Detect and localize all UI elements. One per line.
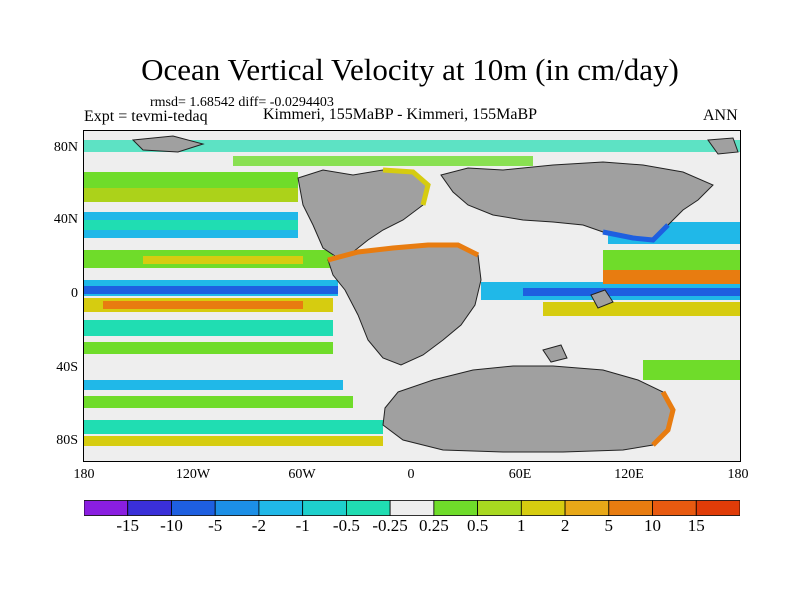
colorbar-box <box>608 500 653 516</box>
x-tick-120w: 120W <box>175 467 211 482</box>
colorbar-label: -1 <box>295 516 310 535</box>
band-south2-cyan <box>83 380 343 390</box>
case-label: Kimmeri, 155MaBP - Kimmeri, 155MaBP <box>263 106 538 123</box>
colorbar-box <box>433 500 478 516</box>
colorbar-label: 10 <box>644 516 661 535</box>
band-arctic-green <box>233 156 533 166</box>
colorbar-box <box>520 500 566 516</box>
colorbar-label: 1 <box>517 516 526 535</box>
colorbar-label: 15 <box>687 516 705 535</box>
rim-antarctica-east <box>651 390 676 447</box>
colorbar-box <box>302 500 347 516</box>
map-frame <box>83 130 741 462</box>
colorbar-label: -0.5 <box>332 516 360 535</box>
rim-eurasia-south <box>602 223 670 243</box>
island-east-1 <box>590 289 614 309</box>
coastal-rims <box>327 167 676 447</box>
colorbar-label: -2 <box>251 516 266 535</box>
colorbar-box <box>695 500 740 516</box>
band-eq-east-blue <box>523 288 741 296</box>
band-south-green <box>83 342 333 354</box>
colorbar-box <box>171 500 216 516</box>
land-masses <box>131 135 739 453</box>
band-north-yellow <box>83 188 298 202</box>
island-east-2 <box>542 344 568 363</box>
colorbar-box <box>214 500 260 516</box>
x-tick-60e: 60E <box>508 467 532 482</box>
band-south-teal <box>83 320 333 336</box>
y-tick-40s: 40S <box>56 360 78 375</box>
x-tick-60w: 60W <box>288 467 316 482</box>
colorbar-box <box>127 500 172 516</box>
band-se-green <box>643 360 741 380</box>
north-america-land <box>297 169 429 259</box>
band-eq-south-orange <box>103 301 303 309</box>
colorbar-box <box>389 500 435 516</box>
band-eq-ne-orange <box>603 270 741 284</box>
colorbar-label: -15 <box>116 516 140 535</box>
band-south3-yellow <box>83 436 383 446</box>
colorbar-label: 0.5 <box>466 516 489 535</box>
colorbar-label: 0.25 <box>419 516 449 535</box>
season-label: ANN <box>703 107 738 124</box>
band-south3-teal <box>83 420 383 434</box>
x-tick-180w: 180 <box>73 467 95 482</box>
colorbar-box <box>477 500 522 516</box>
colorbar-box <box>345 500 391 516</box>
x-tick-180e: 180 <box>727 467 749 482</box>
arctic-island-2 <box>707 137 739 155</box>
band-eq-se-yellow <box>543 302 741 316</box>
y-tick-80s: 80S <box>56 433 78 448</box>
map-plot <box>83 130 741 462</box>
band-north-teal <box>83 220 298 230</box>
colorbar-label: -5 <box>208 516 223 535</box>
x-tick-0: 0 <box>407 467 415 482</box>
band-arctic-teal <box>83 140 741 152</box>
colorbar <box>84 500 740 516</box>
y-tick-0: 0 <box>71 286 78 301</box>
colorbar-box <box>652 500 697 516</box>
band-south2-green <box>83 396 353 408</box>
stats-line: rmsd= 1.68542 diff= -0.0294403 <box>150 95 334 110</box>
band-eq-ne-green <box>603 250 741 270</box>
colorbar-box <box>84 500 129 516</box>
x-tick-120e: 120E <box>614 467 644 482</box>
y-tick-80n: 80N <box>53 140 78 155</box>
arctic-island-1 <box>131 135 205 153</box>
colorbar-label: 2 <box>560 516 570 535</box>
colorbar-label: -10 <box>160 516 183 535</box>
band-eq-blue <box>83 286 338 294</box>
band-eq-north-yellow <box>143 256 303 264</box>
rim-north-america <box>382 167 431 206</box>
experiment-label: Expt = tevmi-tedaq <box>84 108 208 125</box>
colorbar-label: 5 <box>604 516 614 535</box>
y-tick-40n: 40N <box>53 212 78 227</box>
plot-title: Ocean Vertical Velocity at 10m (in cm/da… <box>141 52 679 87</box>
colorbar-box <box>258 500 304 516</box>
colorbar-label: -0.25 <box>372 516 408 535</box>
colorbar-box <box>564 500 610 516</box>
rim-gondwana-north <box>327 242 480 263</box>
